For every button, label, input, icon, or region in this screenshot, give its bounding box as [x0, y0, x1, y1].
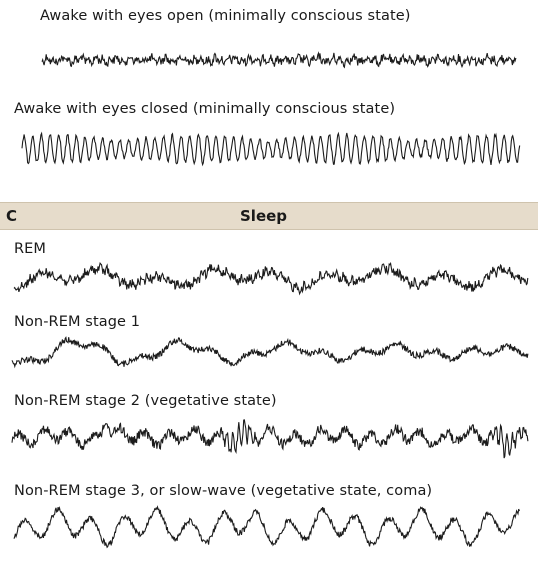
label-nrem-stage-2: Non-REM stage 2 (vegetative state) [14, 393, 277, 409]
label-rem: REM [14, 241, 47, 257]
eeg-trace-nrem-stage-2 [11, 419, 529, 459]
eeg-trace-rem [13, 261, 529, 296]
eeg-trace-nrem-stage-1 [11, 336, 529, 369]
sleep-panel-header: C Sleep [0, 202, 538, 230]
eeg-trace-nrem-stage-3 [13, 505, 520, 549]
panel-title: Sleep [240, 207, 288, 225]
eeg-trace-awake-eyes-closed [21, 131, 521, 167]
label-nrem-stage-1: Non-REM stage 1 [14, 314, 141, 330]
label-nrem-stage-3: Non-REM stage 3, or slow-wave (vegetativ… [14, 483, 433, 499]
panel-letter: C [6, 207, 18, 225]
label-awake-eyes-open: Awake with eyes open (minimally consciou… [40, 8, 411, 24]
eeg-trace-awake-eyes-open [41, 51, 517, 69]
label-awake-eyes-closed: Awake with eyes closed (minimally consci… [14, 101, 396, 117]
